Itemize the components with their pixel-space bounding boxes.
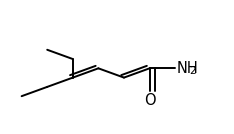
Text: 2: 2 (190, 66, 196, 76)
Text: NH: NH (176, 61, 198, 76)
Text: O: O (144, 93, 155, 108)
